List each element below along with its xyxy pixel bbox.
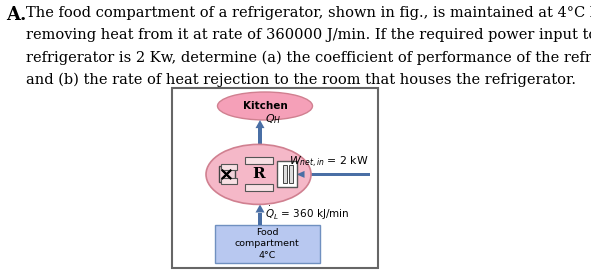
FancyBboxPatch shape [282, 165, 287, 183]
FancyBboxPatch shape [245, 184, 272, 191]
Text: $W_{net,in}$ = 2 kW: $W_{net,in}$ = 2 kW [288, 155, 368, 170]
FancyBboxPatch shape [258, 212, 262, 225]
Polygon shape [297, 171, 304, 178]
Ellipse shape [206, 144, 311, 204]
Text: R: R [252, 167, 265, 181]
Text: Kitchen: Kitchen [243, 101, 287, 111]
FancyBboxPatch shape [277, 162, 297, 188]
Text: $\.Q_{L}$ = 360 kJ/min: $\.Q_{L}$ = 360 kJ/min [265, 205, 349, 222]
Text: A.: A. [6, 6, 27, 24]
Ellipse shape [217, 92, 313, 120]
Polygon shape [255, 204, 265, 212]
Text: $Q_{H}$: $Q_{H}$ [265, 112, 281, 126]
FancyBboxPatch shape [219, 166, 235, 182]
FancyBboxPatch shape [288, 165, 293, 183]
FancyBboxPatch shape [220, 164, 236, 170]
FancyBboxPatch shape [215, 225, 320, 263]
Text: The food compartment of a refrigerator, shown in fig., is maintained at 4°C by
r: The food compartment of a refrigerator, … [26, 6, 591, 87]
FancyBboxPatch shape [245, 157, 272, 164]
FancyBboxPatch shape [220, 178, 236, 184]
FancyBboxPatch shape [172, 88, 378, 268]
FancyBboxPatch shape [297, 173, 370, 176]
Text: Food
compartment
4°C: Food compartment 4°C [235, 228, 300, 260]
FancyBboxPatch shape [258, 128, 262, 144]
Polygon shape [255, 120, 265, 128]
